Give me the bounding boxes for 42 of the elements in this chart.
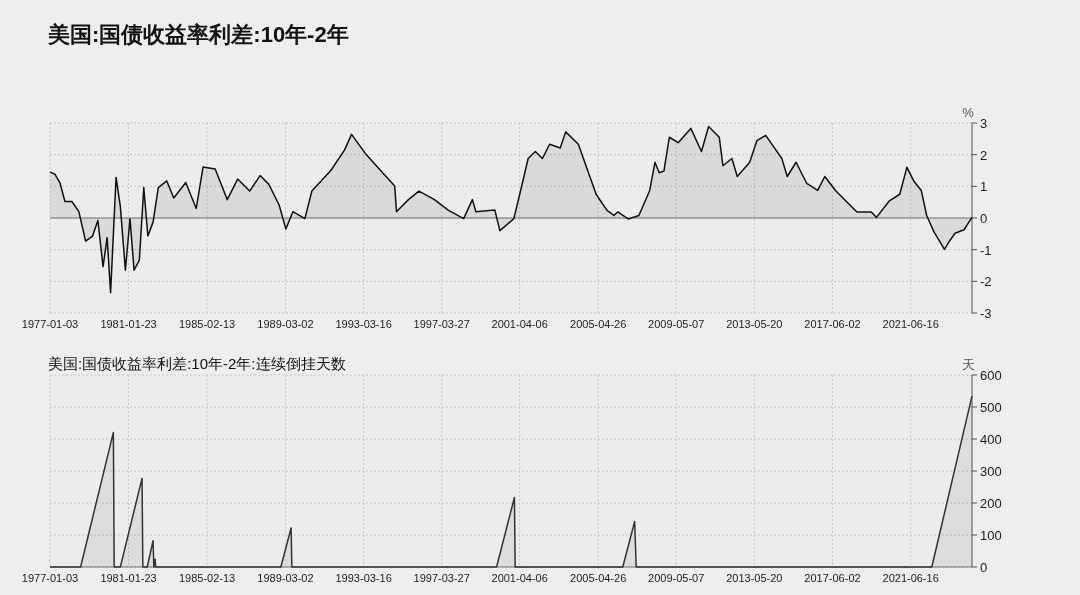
x-tick-label: 1981-01-23 (100, 318, 157, 330)
y-tick-label: 500 (980, 400, 1002, 415)
x-tick-label: 1985-02-13 (178, 318, 236, 330)
y-tick-label: -3 (980, 306, 992, 321)
y-axis-title: 天 (961, 357, 975, 372)
x-tick-label: 1997-03-27 (413, 572, 470, 584)
chart-title: 美国:国债收益率利差:10年-2年:连续倒挂天数 (48, 355, 346, 372)
x-tick-label: 2013-05-20 (726, 318, 783, 330)
y-tick-label: 0 (980, 560, 988, 575)
y-tick-label: 1 (980, 179, 988, 195)
x-tick-label: 1993-03-16 (335, 572, 392, 584)
x-tick-label: 1989-03-02 (257, 318, 314, 330)
y-tick-label: 100 (980, 528, 1002, 543)
x-tick-label: 1977-01-03 (21, 572, 79, 584)
x-tick-label: 1993-03-16 (335, 318, 392, 330)
x-tick-label: 1977-01-03 (21, 318, 79, 330)
x-tick-label: 1985-02-13 (178, 572, 236, 584)
y-tick-label: -1 (980, 242, 992, 258)
x-tick-label: 2021-06-16 (882, 572, 939, 584)
x-tick-label: 1997-03-27 (413, 318, 470, 330)
x-tick-label: 2001-04-06 (491, 318, 548, 330)
x-tick-label: 2001-04-06 (491, 572, 548, 584)
x-tick-label: 1989-03-02 (257, 572, 314, 584)
y-tick-label: 300 (980, 464, 1002, 479)
x-tick-label: 2009-05-07 (648, 318, 705, 330)
y-tick-label: 400 (980, 432, 1002, 447)
x-tick-label: 2009-05-07 (648, 572, 705, 584)
x-tick-label: 2017-06-02 (804, 572, 861, 584)
y-tick-label: 3 (980, 116, 988, 131)
x-tick-label: 2013-05-20 (726, 572, 783, 584)
y-tick-label: 600 (980, 368, 1002, 383)
y-tick-label: 2 (980, 147, 988, 163)
y-tick-label: 0 (980, 211, 988, 226)
chart-title: 美国:国债收益率利差:10年-2年 (47, 22, 349, 47)
y-axis-title: % (962, 105, 975, 120)
y-tick-label: -2 (980, 274, 992, 290)
x-tick-label: 1981-01-23 (100, 572, 157, 584)
x-tick-label: 2017-06-02 (804, 318, 861, 330)
y-tick-label: 200 (980, 496, 1002, 511)
x-tick-label: 2005-04-26 (570, 318, 627, 330)
x-tick-label: 2005-04-26 (570, 572, 627, 584)
x-tick-label: 2021-06-16 (882, 318, 939, 330)
